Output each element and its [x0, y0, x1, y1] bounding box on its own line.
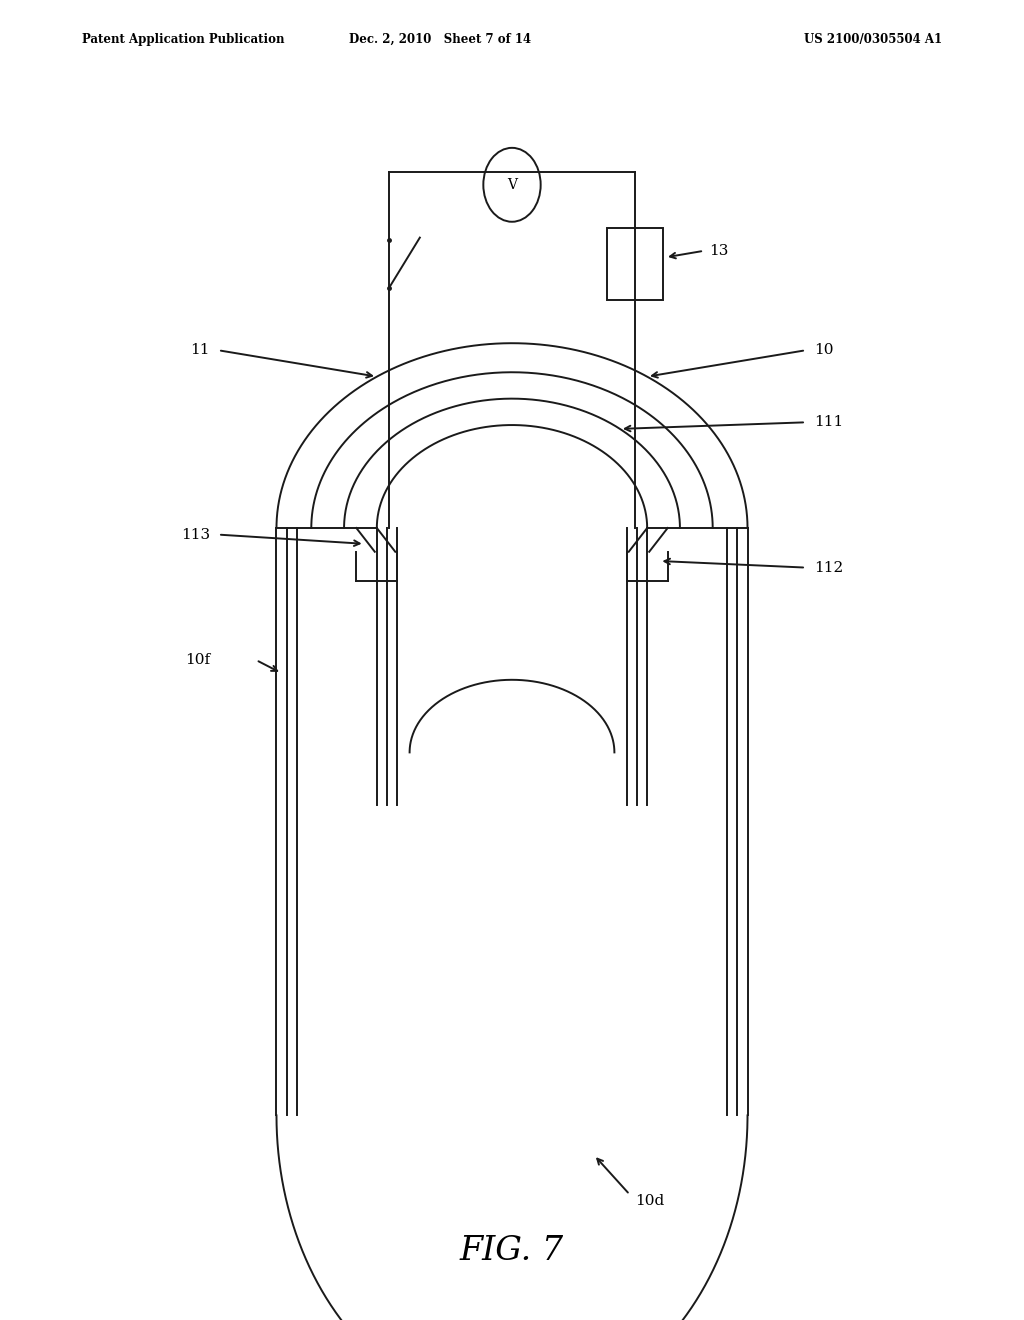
Text: 113: 113 [181, 528, 210, 541]
Text: Patent Application Publication: Patent Application Publication [82, 33, 285, 46]
Text: 10: 10 [814, 343, 834, 358]
Text: US 2100/0305504 A1: US 2100/0305504 A1 [804, 33, 942, 46]
Text: 10f: 10f [184, 653, 210, 667]
Text: 13: 13 [709, 244, 728, 257]
Text: 112: 112 [814, 561, 844, 574]
Text: Dec. 2, 2010   Sheet 7 of 14: Dec. 2, 2010 Sheet 7 of 14 [349, 33, 531, 46]
Text: 111: 111 [814, 416, 844, 429]
Bar [606, 227, 664, 300]
Text: 11: 11 [190, 343, 210, 358]
Text: 10d: 10d [635, 1195, 665, 1208]
Text: V: V [507, 178, 517, 191]
Text: FIG. 7: FIG. 7 [460, 1236, 564, 1267]
